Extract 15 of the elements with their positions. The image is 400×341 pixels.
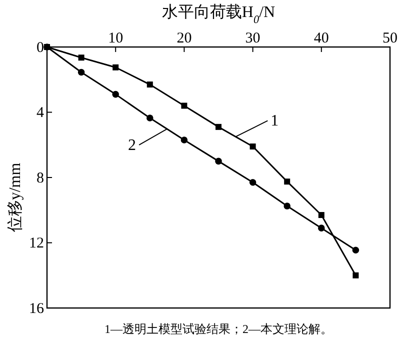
- x-axis-title: 水平向荷载H$_{0}$/N: [162, 3, 276, 26]
- x-tick-label: 10: [108, 30, 124, 46]
- y-tick-label: 12: [29, 236, 44, 252]
- x-tick-label: 50: [382, 30, 398, 46]
- y-tick-label: 4: [36, 105, 44, 122]
- y-tick-label: 16: [29, 300, 44, 317]
- series-label: 2: [128, 136, 136, 154]
- x-tick-label: 40: [314, 30, 329, 46]
- legend-label: 1: [270, 112, 279, 130]
- y-tick-label: 8: [36, 170, 44, 186]
- text: 1—透明土模型试验结果；2—本文理论解。: [104, 322, 332, 336]
- x-tick-label: 20: [176, 30, 192, 46]
- y-tick-label: 0: [36, 40, 44, 56]
- y-axis-title: 位移y/mm: [7, 162, 24, 232]
- x-tick-label: 30: [245, 30, 260, 46]
